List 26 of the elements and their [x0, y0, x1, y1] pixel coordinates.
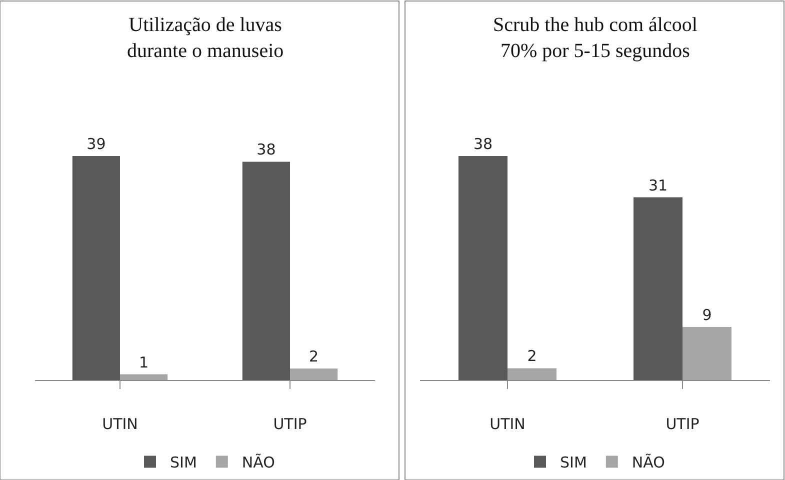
- legend-label: SIM: [170, 454, 197, 472]
- bar: [634, 197, 682, 380]
- data-label: 38: [256, 140, 276, 159]
- x-tick-label: UTIN: [490, 415, 526, 433]
- bar: [682, 326, 732, 380]
- data-label: 1: [139, 353, 149, 372]
- data-label: 38: [473, 135, 493, 153]
- x-tick-label: UTIP: [273, 415, 307, 433]
- data-label: 2: [527, 347, 537, 366]
- bar: [242, 162, 290, 380]
- bar: [290, 368, 338, 380]
- bar: [508, 368, 556, 380]
- data-label: 39: [86, 135, 106, 153]
- legend-label: NÃO: [242, 454, 275, 472]
- data-label: 31: [648, 176, 668, 194]
- bar: [120, 374, 168, 380]
- data-label: 9: [702, 306, 712, 324]
- legend-label: NÃO: [632, 454, 665, 472]
- legend-label: SIM: [560, 454, 587, 472]
- x-tick-label: UTIN: [102, 415, 138, 433]
- chart-title: Utilização de luvas durante o manuseio: [127, 14, 284, 62]
- x-tick-label: UTIP: [666, 415, 700, 433]
- bar: [72, 156, 120, 380]
- bar: [458, 156, 508, 380]
- data-label: 2: [309, 348, 319, 366]
- chart-title: Scrub the hub com álcool 70% por 5-15 segundos: [493, 14, 698, 62]
